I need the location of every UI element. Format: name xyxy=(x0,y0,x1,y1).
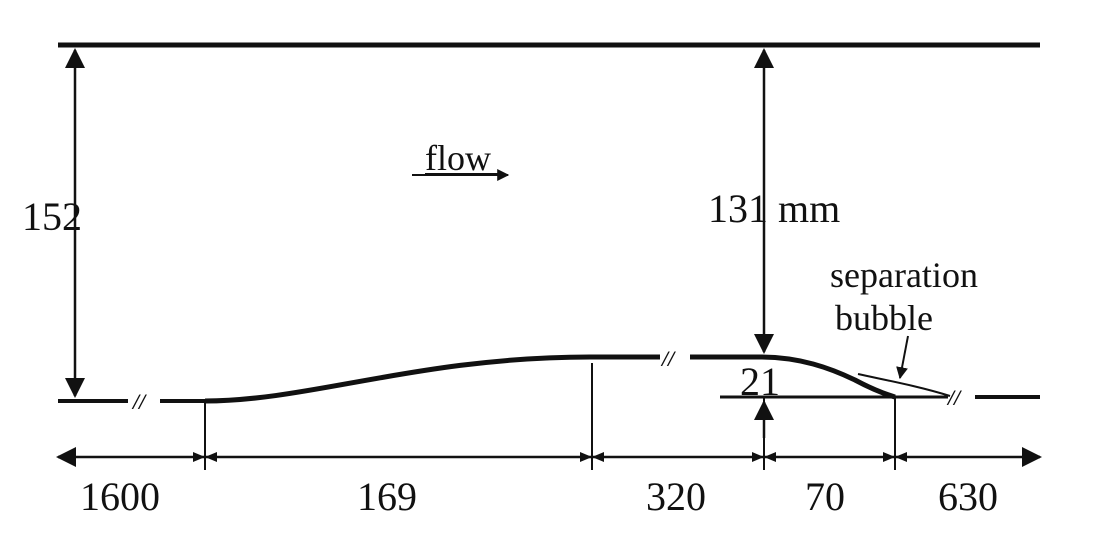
dimension-label-3: 320 xyxy=(646,474,706,519)
separation-bubble xyxy=(857,373,951,397)
svg-text://: // xyxy=(946,385,962,410)
dimension-label-1: 1600 xyxy=(80,474,160,519)
dimension-label-2: 169 xyxy=(357,474,417,519)
svg-text://: // xyxy=(131,389,147,414)
flow-label: flow xyxy=(425,138,491,178)
height-inlet-label: 152 xyxy=(22,194,82,239)
break-mark: // xyxy=(660,346,676,371)
separation-label-line1: separation xyxy=(830,255,978,295)
separation-label-line2: bubble xyxy=(835,298,933,338)
dimension-ticks xyxy=(193,452,907,462)
dimension-label-5: 630 xyxy=(938,474,998,519)
bottom-wall: // // xyxy=(58,385,1040,414)
ramp-profile xyxy=(690,354,896,400)
separation-pointer xyxy=(896,335,909,380)
bump-profile xyxy=(204,354,660,404)
step-height-label: 21 xyxy=(740,359,780,404)
height-throat-label: 131 mm xyxy=(708,186,840,231)
dimension-label-4: 70 xyxy=(805,474,845,519)
